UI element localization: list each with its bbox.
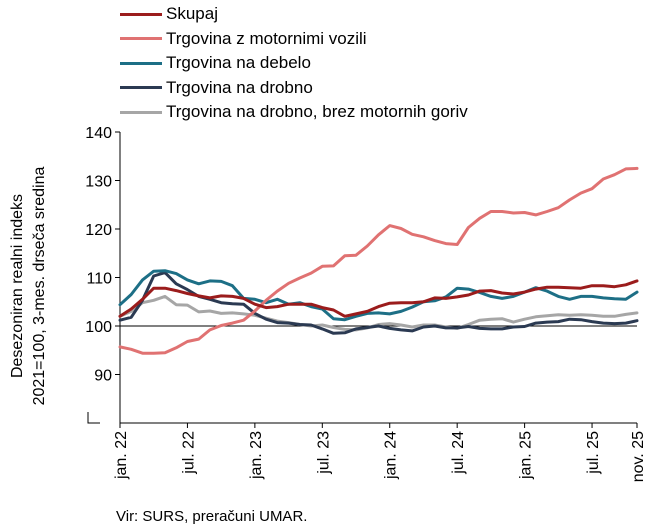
legend: Skupaj Trgovina z motornimi vozili Trgov… bbox=[120, 2, 468, 125]
legend-label: Trgovina z motornimi vozili bbox=[166, 28, 367, 48]
legend-label: Skupaj bbox=[166, 4, 218, 24]
x-tick-label: jul. 24 bbox=[450, 431, 467, 475]
y-axis-title-line1: Desezoniran realni indeks bbox=[9, 194, 26, 378]
y-tick-label: 130 bbox=[85, 174, 112, 191]
source-note: Vir: SURS, preračuni UMAR. bbox=[116, 508, 308, 525]
series-line-2 bbox=[118, 269, 639, 322]
x-tick-label: jan. 24 bbox=[383, 431, 400, 480]
legend-item-motorna-vozila: Trgovina z motornimi vozili bbox=[120, 27, 468, 52]
series-line-0 bbox=[118, 279, 639, 318]
legend-swatch-drobno-brez-goriv bbox=[120, 110, 162, 114]
legend-label: Trgovina na debelo bbox=[166, 53, 311, 73]
legend-swatch-debelo bbox=[120, 61, 162, 65]
legend-item-drobno-brez-goriv: Trgovina na drobno, brez motornih goriv bbox=[120, 100, 468, 125]
legend-label: Trgovina na drobno, brez motornih goriv bbox=[166, 102, 468, 122]
x-tick-label: jan. 22 bbox=[113, 431, 130, 480]
legend-swatch-motorna-vozila bbox=[120, 37, 162, 41]
legend-swatch-drobno bbox=[120, 86, 162, 90]
x-tick-label: jan. 25 bbox=[518, 431, 535, 480]
x-tick-label: nov. 25 bbox=[630, 431, 647, 482]
x-tick-label: jul. 23 bbox=[315, 431, 332, 475]
x-tick-label: jan. 23 bbox=[248, 431, 265, 480]
legend-label: Trgovina na drobno bbox=[166, 77, 313, 97]
y-tick-label: 90 bbox=[94, 368, 112, 385]
legend-item-skupaj: Skupaj bbox=[120, 2, 468, 27]
y-tick-label: 100 bbox=[85, 319, 112, 336]
y-tick-label: 110 bbox=[86, 271, 112, 288]
legend-swatch-skupaj bbox=[120, 12, 162, 16]
series-line-1 bbox=[118, 166, 639, 355]
axis-break-mark bbox=[87, 412, 100, 424]
y-tick-label: 120 bbox=[85, 222, 112, 239]
x-tick-label: jul. 25 bbox=[585, 431, 602, 475]
y-axis-title-line2: 2021=100, 3-mes. drseča sredina bbox=[31, 166, 48, 405]
x-tick-label: jul. 22 bbox=[180, 431, 197, 475]
y-tick-label: 140 bbox=[85, 125, 112, 142]
legend-item-drobno: Trgovina na drobno bbox=[120, 76, 468, 101]
legend-item-debelo: Trgovina na debelo bbox=[120, 51, 468, 76]
